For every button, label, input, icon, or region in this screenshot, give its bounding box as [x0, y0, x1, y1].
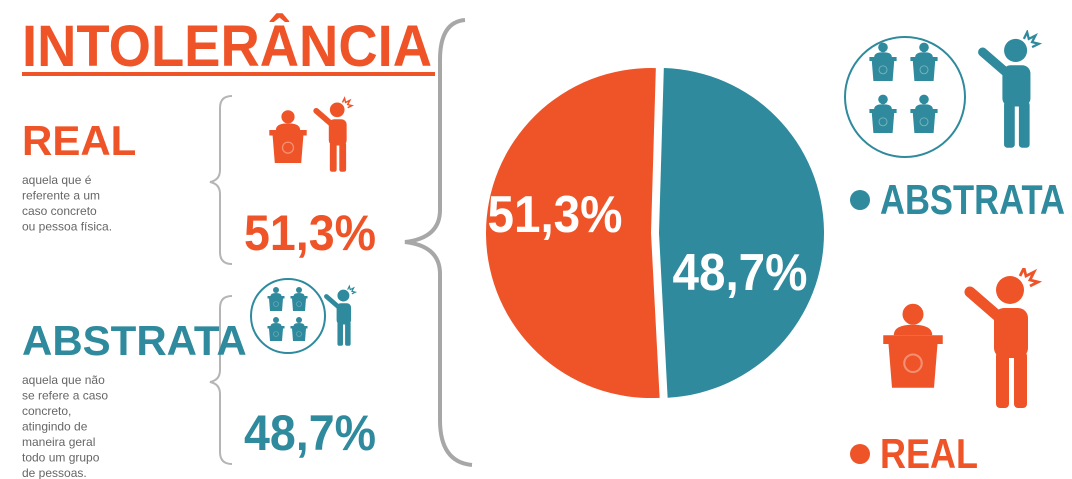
pie-slice	[486, 68, 660, 399]
description-line: de pessoas.	[22, 466, 87, 479]
title: INTOLERÂNCIA	[22, 14, 432, 79]
icon-podium	[267, 286, 285, 311]
percent-label: 51,3%	[244, 205, 376, 261]
description-line: atingindo de	[22, 420, 88, 434]
brace	[209, 95, 233, 265]
icon-podium	[290, 316, 308, 341]
description-line: referente a um	[22, 189, 100, 203]
description-line: ou pessoa física.	[22, 220, 112, 234]
description-line: concreto,	[22, 404, 71, 418]
icon-podium	[909, 42, 939, 82]
brace	[209, 295, 233, 465]
icon-person	[970, 268, 1038, 408]
icon-group-circle	[250, 278, 326, 354]
description-line: caso concreto	[22, 204, 97, 218]
description-line: maneira geral	[22, 435, 95, 449]
icon-podium	[267, 316, 285, 341]
legend-label: REAL	[880, 430, 978, 477]
percent-label: 48,7%	[244, 405, 376, 461]
icon-person	[326, 286, 355, 346]
legend-label: ABSTRATA	[880, 176, 1065, 223]
icon-person	[316, 98, 352, 172]
legend-swatch	[850, 190, 870, 210]
category-heading: REAL	[22, 117, 136, 164]
icon-podium	[882, 302, 944, 389]
category-heading: ABSTRATA	[22, 317, 247, 364]
pie-slice	[658, 68, 824, 398]
brace	[404, 18, 473, 467]
icon-podium	[868, 94, 898, 134]
description-line: aquela que é	[22, 173, 92, 187]
icon-podium	[268, 109, 308, 163]
description-line: aquela que não	[22, 373, 105, 387]
slice-label: 51,3%	[488, 186, 623, 244]
slice-label: 48,7%	[673, 244, 808, 302]
icon-podium	[290, 286, 308, 311]
legend-swatch	[850, 444, 870, 464]
icon-podium	[909, 94, 939, 134]
description-line: se refere a caso	[22, 389, 108, 403]
icon-podium	[868, 42, 898, 82]
icon-person	[983, 32, 1039, 148]
description-line: todo um grupo	[22, 451, 100, 465]
icon-group-circle	[844, 36, 966, 158]
